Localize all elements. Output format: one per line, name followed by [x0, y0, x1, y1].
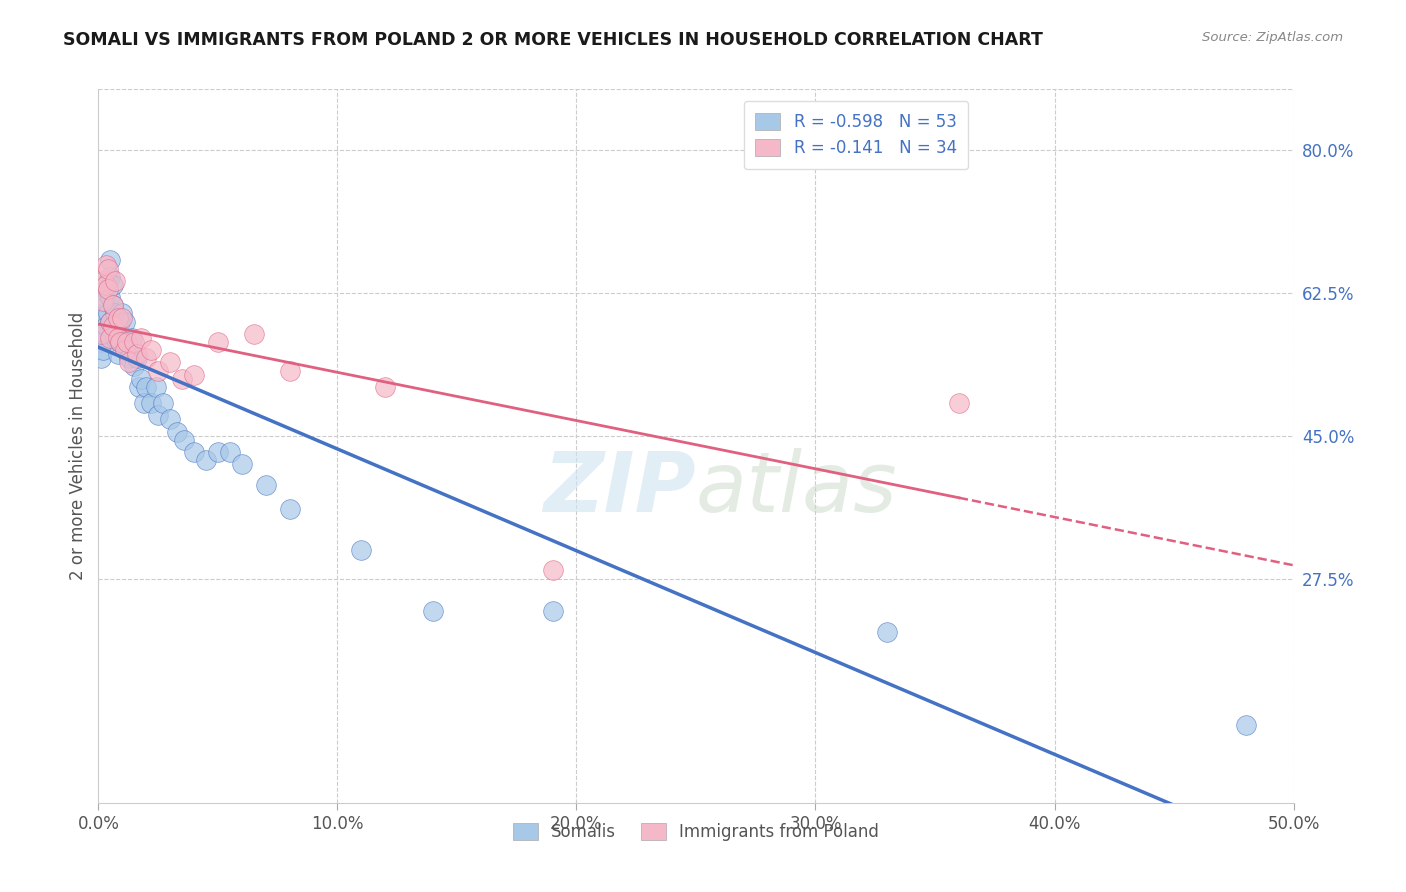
Text: atlas: atlas — [696, 449, 897, 529]
Point — [207, 445, 229, 459]
Point — [111, 334, 134, 349]
Point — [183, 368, 205, 382]
Point — [541, 604, 564, 618]
Point — [91, 306, 114, 320]
Point — [98, 253, 122, 268]
Point — [139, 396, 162, 410]
Point — [107, 326, 129, 341]
Point — [114, 343, 136, 358]
Point — [107, 347, 129, 361]
Point — [111, 306, 134, 320]
Point — [207, 334, 229, 349]
Point — [128, 380, 150, 394]
Point — [125, 351, 148, 366]
Point — [97, 306, 120, 320]
Point — [90, 351, 112, 366]
Point — [94, 294, 117, 309]
Point — [350, 543, 373, 558]
Point — [195, 453, 218, 467]
Point — [152, 396, 174, 410]
Point — [135, 351, 157, 366]
Point — [91, 326, 114, 341]
Legend: Somalis, Immigrants from Poland: Somalis, Immigrants from Poland — [506, 816, 886, 848]
Point — [124, 334, 146, 349]
Point — [541, 563, 564, 577]
Point — [125, 347, 148, 361]
Point — [131, 331, 153, 345]
Text: Source: ZipAtlas.com: Source: ZipAtlas.com — [1202, 31, 1343, 45]
Point — [97, 274, 120, 288]
Point — [101, 277, 124, 292]
Point — [948, 396, 970, 410]
Point — [91, 294, 114, 309]
Point — [118, 355, 141, 369]
Point — [422, 604, 444, 618]
Point — [121, 331, 143, 345]
Point — [278, 363, 301, 377]
Text: ZIP: ZIP — [543, 449, 696, 529]
Point — [94, 286, 117, 301]
Point — [90, 334, 112, 349]
Point — [101, 298, 124, 312]
Point — [118, 351, 141, 366]
Point — [114, 315, 136, 329]
Point — [135, 380, 157, 394]
Point — [101, 298, 124, 312]
Point — [97, 282, 120, 296]
Point — [98, 269, 122, 284]
Point — [108, 334, 131, 349]
Point — [94, 277, 117, 292]
Point — [243, 326, 266, 341]
Point — [159, 355, 181, 369]
Point — [131, 372, 153, 386]
Point — [94, 318, 117, 333]
Point — [90, 326, 112, 341]
Point — [97, 261, 120, 276]
Point — [104, 306, 127, 320]
Point — [148, 363, 170, 377]
Point — [876, 624, 898, 639]
Point — [115, 339, 138, 353]
Point — [98, 290, 122, 304]
Point — [1234, 718, 1257, 732]
Point — [98, 315, 122, 329]
Point — [108, 315, 131, 329]
Point — [172, 372, 194, 386]
Point — [219, 445, 242, 459]
Point — [104, 331, 127, 345]
Point — [278, 502, 301, 516]
Point — [145, 380, 167, 394]
Point — [115, 334, 138, 349]
Point — [139, 343, 162, 358]
Point — [374, 380, 396, 394]
Point — [91, 343, 114, 358]
Point — [231, 458, 253, 472]
Point — [94, 258, 117, 272]
Point — [183, 445, 205, 459]
Point — [148, 409, 170, 423]
Point — [254, 477, 277, 491]
Point — [173, 433, 195, 447]
Point — [107, 310, 129, 325]
Point — [104, 274, 127, 288]
Point — [132, 396, 155, 410]
Point — [111, 310, 134, 325]
Point — [159, 412, 181, 426]
Point — [166, 425, 188, 439]
Point — [101, 318, 124, 333]
Point — [124, 359, 146, 374]
Point — [108, 334, 131, 349]
Point — [91, 274, 114, 288]
Point — [98, 315, 122, 329]
Point — [98, 331, 122, 345]
Point — [107, 331, 129, 345]
Text: SOMALI VS IMMIGRANTS FROM POLAND 2 OR MORE VEHICLES IN HOUSEHOLD CORRELATION CHA: SOMALI VS IMMIGRANTS FROM POLAND 2 OR MO… — [63, 31, 1043, 49]
Y-axis label: 2 or more Vehicles in Household: 2 or more Vehicles in Household — [69, 312, 87, 580]
